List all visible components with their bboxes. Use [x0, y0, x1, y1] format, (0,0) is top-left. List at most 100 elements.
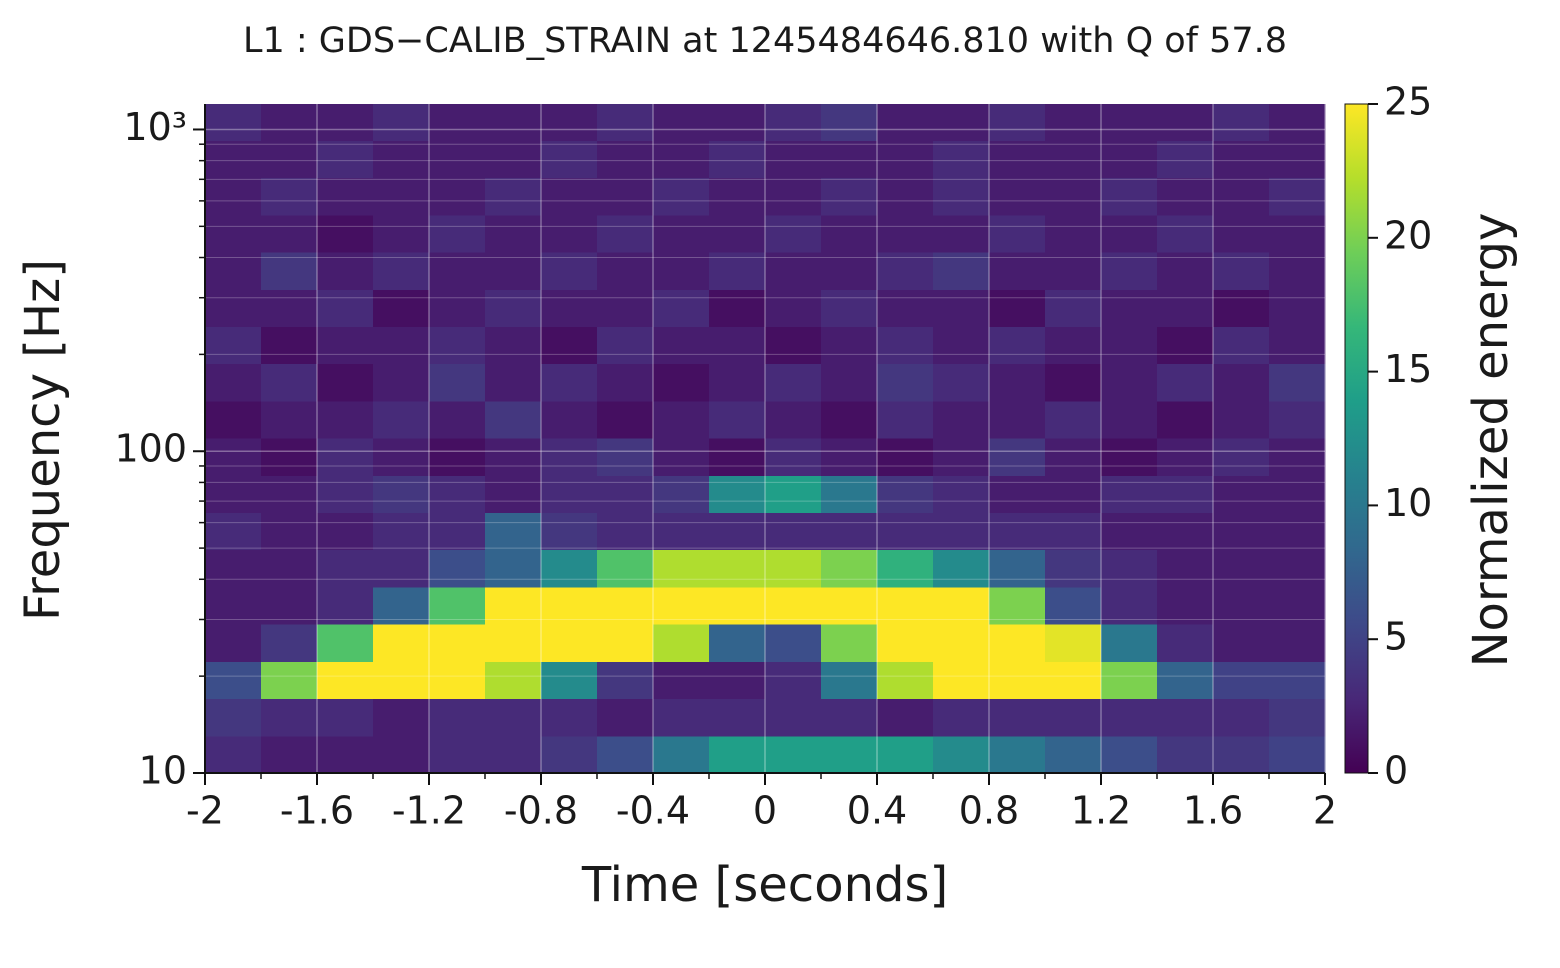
heatmap-cell [541, 177, 598, 216]
heatmap-cell [317, 549, 374, 588]
heatmap-cell [597, 252, 654, 290]
heatmap-cell [933, 586, 990, 625]
heatmap-cell [821, 661, 878, 700]
heatmap-cell [597, 735, 654, 774]
heatmap-cell [541, 400, 598, 439]
heatmap-cell [1045, 140, 1102, 179]
heatmap-cell [205, 586, 262, 625]
heatmap-cell [541, 624, 598, 662]
heatmap-cell [1213, 363, 1270, 402]
heatmap-cell [1045, 363, 1102, 402]
heatmap-cell [485, 512, 542, 551]
heatmap-cell [429, 363, 486, 402]
heatmap-cell [1157, 512, 1214, 551]
heatmap-cell [653, 698, 710, 737]
heatmap-cell [1269, 140, 1326, 179]
colorbar-tick-label: 25 [1384, 80, 1432, 124]
heatmap-cell [205, 735, 262, 774]
heatmap-cell [373, 735, 430, 774]
heatmap-cell [541, 586, 598, 625]
heatmap-cell [485, 661, 542, 700]
heatmap-cell [485, 326, 542, 365]
heatmap-cell [597, 698, 654, 737]
heatmap-cell [205, 624, 262, 662]
heatmap-cell [429, 140, 486, 179]
heatmap-cell [261, 586, 318, 625]
heatmap-cell [877, 177, 934, 216]
heatmap-cell [373, 214, 430, 253]
heatmap-cell [821, 698, 878, 737]
heatmap-cell [1269, 177, 1326, 216]
heatmap-cell [821, 214, 878, 253]
heatmap-cell [541, 214, 598, 253]
heatmap-cell [373, 104, 430, 141]
heatmap-cell [765, 475, 822, 514]
heatmap-cell [541, 104, 598, 141]
heatmap-cell [541, 438, 598, 476]
heatmap-cell [485, 735, 542, 774]
heatmap-cell [653, 512, 710, 551]
heatmap-cell [261, 475, 318, 514]
heatmap-cell [597, 326, 654, 365]
heatmap-cell [989, 438, 1046, 476]
heatmap-cell [821, 735, 878, 774]
heatmap-cell [1157, 400, 1214, 439]
heatmap-cell [541, 735, 598, 774]
heatmap-cell [765, 104, 822, 141]
heatmap-cell [709, 475, 766, 514]
heatmap-cell [1157, 104, 1214, 141]
heatmap-cell [1269, 214, 1326, 253]
heatmap-cell [653, 326, 710, 365]
heatmap-cell [1269, 400, 1326, 439]
heatmap-cell [1101, 289, 1158, 327]
heatmap-cell [709, 326, 766, 365]
heatmap-cell [1157, 140, 1214, 179]
heatmap-cell [933, 400, 990, 439]
heatmap-cell [765, 252, 822, 290]
heatmap-cell [1101, 363, 1158, 402]
heatmap-cell [205, 326, 262, 365]
heatmap-cell [205, 177, 262, 216]
heatmap-cell [765, 214, 822, 253]
heatmap-cell [317, 326, 374, 365]
heatmap-cell [821, 438, 878, 476]
heatmap-cell [821, 177, 878, 216]
heatmap-cell [317, 400, 374, 439]
heatmap-cell [485, 252, 542, 290]
heatmap-cell [989, 363, 1046, 402]
heatmap-cell [1157, 289, 1214, 327]
heatmap-cell [933, 289, 990, 327]
heatmap-cell [989, 214, 1046, 253]
heatmap-cell [1213, 140, 1270, 179]
heatmap-cell [205, 549, 262, 588]
heatmap-cell [597, 624, 654, 662]
heatmap-cell [933, 252, 990, 290]
heatmap-cell [429, 104, 486, 141]
heatmap-cell [877, 512, 934, 551]
heatmap-cell [597, 289, 654, 327]
heatmap-cell [1101, 698, 1158, 737]
heatmap-cell [373, 363, 430, 402]
heatmap-cell [877, 549, 934, 588]
heatmap-cell [877, 586, 934, 625]
heatmap-cell [765, 438, 822, 476]
heatmap-cell [485, 475, 542, 514]
heatmap-cell [373, 549, 430, 588]
colorbar-label: Normalized energy [1463, 213, 1519, 668]
heatmap-cell [1101, 735, 1158, 774]
heatmap-cell [373, 438, 430, 476]
heatmap-cell [1045, 289, 1102, 327]
heatmap-cell [877, 289, 934, 327]
heatmap-cell [373, 624, 430, 662]
heatmap-cell [1269, 289, 1326, 327]
heatmap-cell [597, 140, 654, 179]
grid [204, 104, 1326, 774]
heatmap-cell [989, 475, 1046, 514]
heatmap-cell [1269, 252, 1326, 290]
heatmap-cell [765, 400, 822, 439]
heatmap-cell [989, 512, 1046, 551]
heatmap-cell [485, 438, 542, 476]
heatmap-cell [1213, 177, 1270, 216]
heatmap-cell [373, 177, 430, 216]
colorbar [1344, 103, 1369, 774]
